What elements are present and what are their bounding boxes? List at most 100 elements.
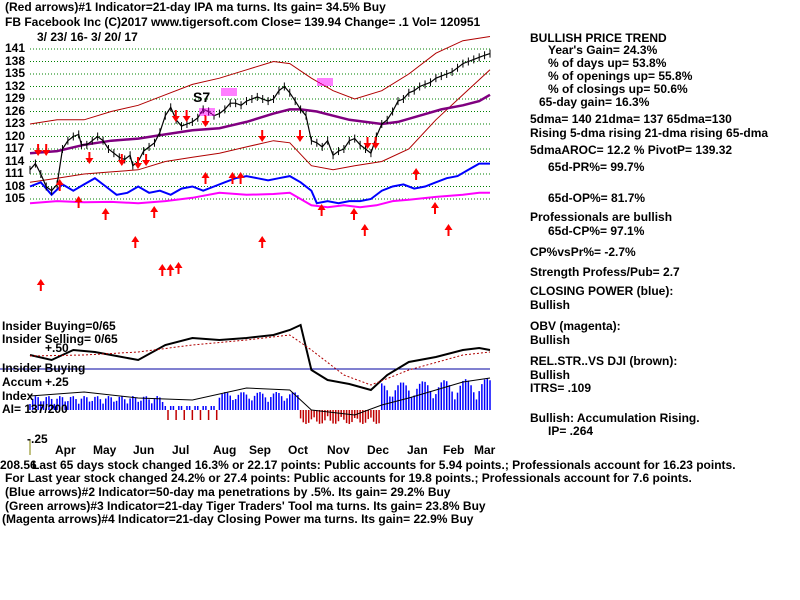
y-tick-label: 126 — [5, 103, 26, 118]
accum-label: Accum — [2, 375, 43, 389]
y-tick-label: 132 — [5, 78, 26, 93]
plus50-label: +.50 — [45, 341, 69, 355]
x-tick-label: Jun — [133, 443, 155, 457]
sidebar-line: Bullish — [530, 298, 571, 312]
ai-label: AI= 137/200 — [2, 402, 68, 416]
y-tick-label: 138 — [5, 53, 26, 68]
date-range: 3/ 23/ 16- 3/ 20/ 17 — [37, 30, 138, 44]
up-arrow — [350, 208, 358, 220]
down-arrow — [134, 157, 142, 169]
up-arrow — [36, 279, 45, 291]
bollinger-bands — [29, 36, 491, 183]
y-tick-label: 114 — [5, 153, 25, 168]
y-tick-label: 117 — [5, 141, 25, 155]
sidebar-line: ITRS= .109 — [530, 381, 592, 395]
sidebar-line: Strength Profess/Pub= 2.7 — [530, 265, 680, 279]
insider-selling-label: Insider Selling= 0/65 — [2, 332, 118, 346]
sidebar-line: Rising 5-dma rising 21-dma rising 65-dma — [530, 126, 769, 140]
sidebar-line: % of openings up= 55.8% — [548, 69, 693, 83]
x-tick-label: Sep — [249, 443, 272, 457]
signal-arrows — [34, 78, 453, 291]
footer-line-4: (Green arrows)#3 Indicator=21-day Tiger … — [5, 499, 486, 513]
up-arrow — [258, 236, 267, 248]
down-arrow — [171, 110, 180, 122]
up-arrow — [360, 224, 369, 236]
sidebar-line: % of days up= 53.8% — [548, 56, 667, 70]
y-tick-label: 120 — [5, 128, 26, 143]
down-arrow — [117, 154, 126, 166]
up-arrow — [150, 206, 159, 218]
footer-line-3: (Blue arrows)#2 Indicator=50-day ma pene… — [5, 485, 451, 499]
sidebar-line: Bullish — [530, 333, 571, 347]
x-tick-label: Jul — [172, 443, 190, 457]
grid-lines — [30, 48, 490, 200]
sidebar-line: Professionals are bullish — [530, 210, 673, 224]
up-arrow — [317, 204, 326, 216]
down-arrow — [371, 137, 380, 149]
footer-line-2: For Last year stock changed 24.2% or 27.… — [5, 471, 692, 485]
y-tick-label: 129 — [5, 91, 26, 105]
obv-series — [29, 191, 490, 209]
indicator-1-title: (Red arrows)#1 Indicator=21-day IPA ma t… — [5, 0, 386, 14]
sidebar-line: 65d-CP%= 97.1% — [548, 224, 645, 238]
price-line — [29, 49, 491, 195]
sidebar-line: Bullish — [530, 368, 571, 382]
x-tick-label: Aug — [213, 443, 237, 457]
down-arrow — [363, 137, 372, 149]
x-tick-label: May — [93, 443, 117, 457]
obv-line — [29, 191, 490, 209]
closing-power-line — [29, 162, 490, 205]
sidebar-line: Year's Gain= 24.3% — [548, 43, 658, 57]
down-arrow — [42, 144, 51, 156]
down-arrow — [201, 115, 210, 127]
sidebar-line: 65-day gain= 16.3% — [539, 95, 650, 109]
down-arrow — [142, 154, 151, 166]
insider-buying-label: Insider Buying=0/65 — [2, 319, 116, 333]
sidebar-line: IP= .264 — [548, 424, 594, 438]
up-arrow — [131, 236, 140, 248]
x-tick-label: Dec — [367, 443, 390, 457]
closing-power-series — [29, 162, 490, 205]
footer-line-5: (Magenta arrows)#4 Indicator=21-day Clos… — [2, 512, 474, 526]
sidebar-line: 65d-OP%= 81.7% — [548, 191, 646, 205]
up-arrow — [236, 172, 245, 184]
y-tick-label: 123 — [5, 116, 26, 130]
x-tick-label: Mar — [474, 443, 496, 457]
up-arrow — [228, 172, 237, 184]
x-tick-label: Jan — [407, 443, 428, 457]
upper-band — [29, 36, 491, 125]
y-tick-label: 105 — [5, 191, 26, 205]
sidebar-line: 65d-PR%= 99.7% — [548, 160, 645, 174]
down-arrow — [34, 144, 43, 156]
up-arrow — [444, 224, 453, 236]
s7-annotation: S7 — [193, 89, 211, 105]
y-tick-label: 108 — [5, 178, 26, 193]
down-arrow — [85, 152, 94, 164]
sidebar-line: % of closings up= 50.6% — [548, 82, 688, 96]
minus25-label: -.25 — [27, 432, 48, 446]
x-tick-label: Oct — [288, 443, 309, 457]
accum-line — [29, 323, 491, 392]
y-tick-label: 141 — [5, 41, 26, 55]
sidebar-line: REL.STR..VS DJI (brown): — [530, 354, 678, 368]
sidebar-line: OBV (magenta): — [530, 319, 621, 333]
up-arrow — [74, 196, 83, 208]
sidebar-line: BULLISH PRICE TREND — [530, 31, 667, 45]
footer-line-1: Last 65 days stock changed 16.3% or 22.1… — [32, 458, 736, 472]
sidebar-line: CLOSING POWER (blue): — [530, 284, 674, 298]
sidebar-line: Bullish: Accumulation Rising. — [530, 411, 700, 425]
up-arrow — [412, 168, 421, 180]
price-series — [29, 53, 491, 192]
lower-band — [29, 69, 491, 183]
bottom-left-value: 208.56 — [0, 458, 37, 472]
insider-buying-label-2: Insider Buying — [2, 361, 86, 375]
sidebar-line: 5dmaAROC= 12.2 % PivotP= 139.32 — [530, 143, 733, 157]
ipa-line — [29, 377, 491, 416]
plus25-label: +.25 — [45, 375, 69, 389]
lower-panels — [0, 323, 491, 455]
y-tick-label: 135 — [5, 66, 26, 80]
up-arrow — [55, 179, 64, 191]
x-tick-label: Feb — [443, 443, 465, 457]
up-arrow — [166, 264, 175, 276]
